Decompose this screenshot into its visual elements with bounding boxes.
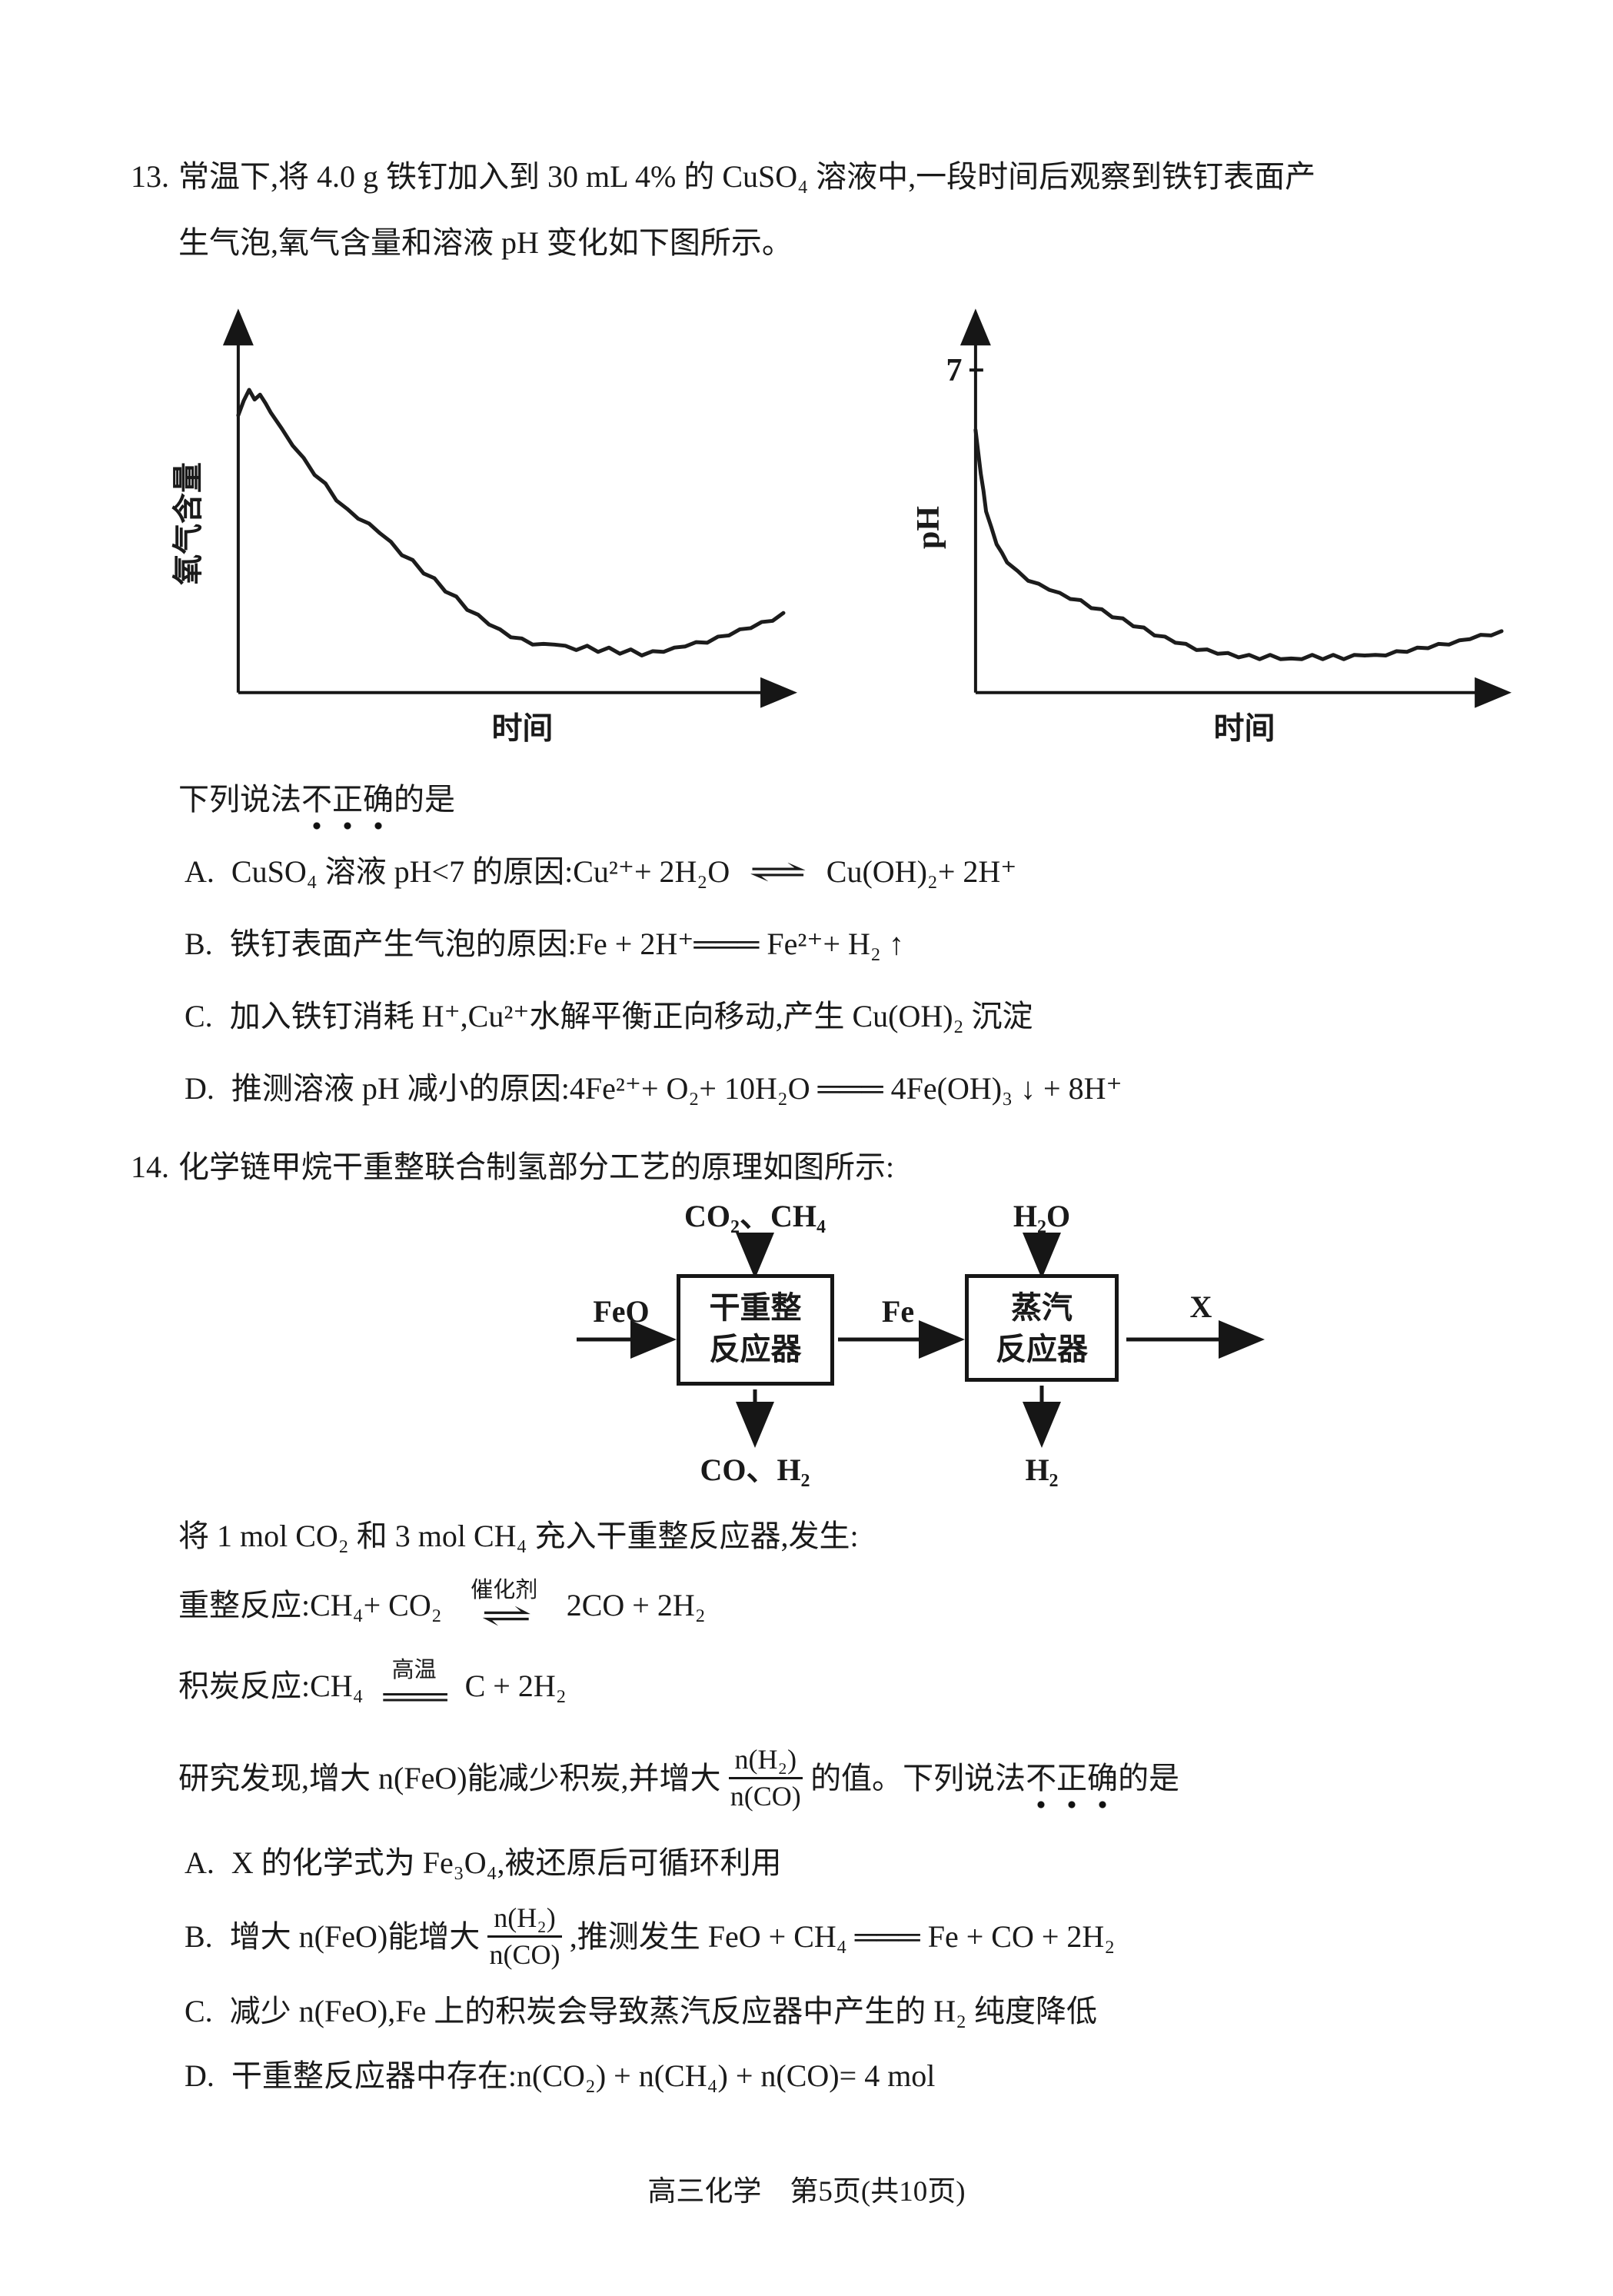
h2-co-ratio-fraction: n(H₂) n(CO)	[487, 1902, 562, 1972]
option-text-pre: 增大 n(FeO)能增大	[229, 1918, 481, 1954]
option-text: 加入铁钉消耗 H⁺,Cu²⁺水解平衡正向移动,产生 Cu(OH)₂ 沉淀	[229, 999, 1033, 1033]
coking-reaction: 积炭反应:CH₄ 高温 ═══ C + 2H₂	[178, 1658, 1528, 1715]
fraction-numerator: n(H₂)	[728, 1744, 803, 1780]
option-text-pre: CuSO₄ 溶液 pH<7 的原因:Cu²⁺+ 2H₂O	[231, 854, 730, 889]
q13-charts: 氧气含量 时间 7 pH 时间	[161, 293, 1528, 754]
q13-option-d: D. 推测溶液 pH 减小的原因:4Fe²⁺+ O₂+ 10H₂O ═══ 4F…	[185, 1070, 1528, 1108]
diagram-output-h2: H₂	[1025, 1452, 1059, 1487]
steam-reactor-box: 蒸汽 反应器	[965, 1274, 1119, 1382]
oxygen-chart: 氧气含量 时间	[171, 308, 797, 746]
ph-curve	[973, 428, 1504, 661]
q14-prompt-post: 的是	[1118, 1760, 1180, 1795]
q14-option-b: B. 增大 n(FeO)能增大 n(H₂) n(CO) ,推测发生 FeO + …	[185, 1902, 1528, 1972]
option-label: C.	[185, 999, 213, 1033]
q13-prompt: 下列说法不正确的是	[178, 780, 1528, 831]
diagram-arrows	[577, 1233, 1265, 1448]
fraction-numerator: n(H₂)	[487, 1902, 562, 1938]
x-axis-label: 时间	[491, 711, 553, 746]
q14-prompt-emphasis: 不正确	[1026, 1759, 1119, 1810]
q13-option-b: B. 铁钉表面产生气泡的原因:Fe + 2H⁺═══ Fe²⁺+ H₂ ↑	[185, 925, 1528, 963]
y-axis-label: pH	[911, 506, 946, 549]
option-label: D.	[185, 1071, 215, 1106]
h2-co-ratio-fraction: n(H₂) n(CO)	[728, 1744, 803, 1813]
diagram-output-co-h2: CO、H₂	[700, 1452, 810, 1487]
option-text: 推测溶液 pH 减小的原因:4Fe²⁺+ O₂+ 10H₂O ═══ 4Fe(O…	[231, 1071, 1122, 1106]
high-temp-arrow: 高温 ═══	[368, 1658, 461, 1715]
q13-stem-line2: 生气泡,氧气含量和溶液 pH 变化如下图所示。	[178, 225, 793, 260]
q13-stem: 13. 常温下,将 4.0 g 铁钉加入到 30 mL 4% 的 CuSO₄ 溶…	[131, 158, 1528, 196]
option-text: 减少 n(FeO),Fe 上的积炭会导致蒸汽反应器中产生的 H₂ 纯度降低	[229, 1994, 1098, 2029]
q14-number: 14.	[131, 1150, 169, 1184]
q14-research-line: 研究发现,增大 n(FeO)能减少积炭,并增大 n(H₂) n(CO) 的值。 …	[178, 1744, 1528, 1813]
fraction-denominator: n(CO)	[730, 1781, 801, 1812]
q13-prompt-emphasis: 不正确	[301, 780, 394, 831]
q13-stem-line1: 常温下,将 4.0 g 铁钉加入到 30 mL 4% 的 CuSO₄ 溶液中,一…	[178, 159, 1316, 194]
reforming-reaction: 重整反应:CH₄+ CO₂ 催化剂 ⇌ 2CO + 2H₂	[178, 1578, 1528, 1633]
research-mid: 的值。	[810, 1760, 903, 1795]
q14-para1: 将 1 mol CO₂ 和 3 mol CH₄ 充入干重整反应器,发生:	[178, 1519, 859, 1553]
y-tick-7-label: 7	[946, 353, 962, 388]
x-axis-label: 时间	[1214, 711, 1275, 746]
high-temp-label: 高温	[391, 1658, 437, 1683]
option-text: 铁钉表面产生气泡的原因:Fe + 2H⁺═══ Fe²⁺+ H₂ ↑	[229, 927, 904, 961]
coking-rhs: C + 2H₂	[464, 1668, 567, 1703]
q13-option-c: C. 加入铁钉消耗 H⁺,Cu²⁺水解平衡正向移动,产生 Cu(OH)₂ 沉淀	[185, 997, 1528, 1036]
ph-chart: 7 pH 时间	[911, 308, 1512, 746]
option-label: C.	[185, 1994, 213, 2029]
fraction-denominator: n(CO)	[489, 1939, 560, 1971]
q14-option-a: A. X 的化学式为 Fe₃O₄,被还原后可循环利用	[185, 1844, 1528, 1882]
option-label: A.	[185, 854, 215, 889]
dry-reformer-label-line2: 反应器	[709, 1332, 802, 1366]
option-text: X 的化学式为 Fe₃O₄,被还原后可循环利用	[231, 1845, 782, 1880]
page-footer: 高三化学 第5页(共10页)	[647, 2175, 966, 2208]
reforming-lhs: 重整反应:CH₄+ CO₂	[178, 1588, 442, 1623]
diagram-output-x: X	[1189, 1289, 1212, 1324]
q14-option-d: D. 干重整反应器中存在:n(CO₂) + n(CH₄) + n(CO)= 4 …	[185, 2057, 1528, 2095]
diagram-input-h2o: H₂O	[1013, 1199, 1071, 1233]
equals-sign: ═══	[383, 1679, 447, 1715]
option-text-post: Cu(OH)₂+ 2H⁺	[826, 854, 1017, 889]
option-text: 干重整反应器中存在:n(CO₂) + n(CH₄) + n(CO)= 4 mol	[231, 2058, 936, 2094]
q13-number: 13.	[131, 159, 169, 194]
flow-diagram: CO₂、CH₄ H₂O FeO Fe X 干重整 反应器 蒸汽 反应器 CO、H…	[131, 1197, 1476, 1497]
research-pre: 研究发现,增大 n(FeO)能减少积炭,并增大	[178, 1760, 721, 1795]
diagram-input-feo: FeO	[593, 1294, 650, 1329]
option-label: B.	[185, 1918, 213, 1954]
diagram-mid-fe: Fe	[881, 1294, 915, 1329]
steam-reactor-label-line1: 蒸汽	[1011, 1290, 1073, 1325]
diagram-input-co2-ch4: CO₂、CH₄	[684, 1199, 826, 1233]
catalyst-label: 催化剂	[471, 1578, 538, 1602]
option-text-post: ,推测发生 FeO + CH₄ ═══ Fe + CO + 2H₂	[569, 1918, 1116, 1954]
steam-reactor-label-line2: 反应器	[996, 1332, 1088, 1366]
q14-option-c: C. 减少 n(FeO),Fe 上的积炭会导致蒸汽反应器中产生的 H₂ 纯度降低	[185, 1992, 1528, 2031]
q14-header: 化学链甲烷干重整联合制氢部分工艺的原理如图所示:	[178, 1150, 895, 1184]
dry-reformer-label-line1: 干重整	[709, 1290, 802, 1325]
q13-prompt-post: 的是	[394, 782, 455, 817]
y-axis-label: 氧气含量	[171, 462, 205, 585]
oxygen-curve	[236, 388, 786, 657]
catalyst-arrow: 催化剂 ⇌	[447, 1578, 562, 1633]
coking-lhs: 积炭反应:CH₄	[178, 1668, 364, 1703]
dry-reforming-reactor-box: 干重整 反应器	[677, 1274, 834, 1386]
reversible-arrow: ⇌	[481, 1599, 532, 1635]
reforming-rhs: 2CO + 2H₂	[566, 1588, 706, 1623]
option-label: D.	[185, 2058, 215, 2094]
option-label: A.	[185, 1845, 215, 1880]
reversible-arrow: ⇌	[748, 854, 808, 889]
q13-option-a: A. CuSO₄ 溶液 pH<7 的原因:Cu²⁺+ 2H₂O ⇌ Cu(OH)…	[185, 853, 1528, 891]
option-label: B.	[185, 927, 213, 961]
q13-prompt-pre: 下列说法	[178, 782, 301, 817]
q14-prompt-pre: 下列说法	[903, 1760, 1026, 1795]
q14-stem: 14. 化学链甲烷干重整联合制氢部分工艺的原理如图所示:	[131, 1148, 1528, 1186]
